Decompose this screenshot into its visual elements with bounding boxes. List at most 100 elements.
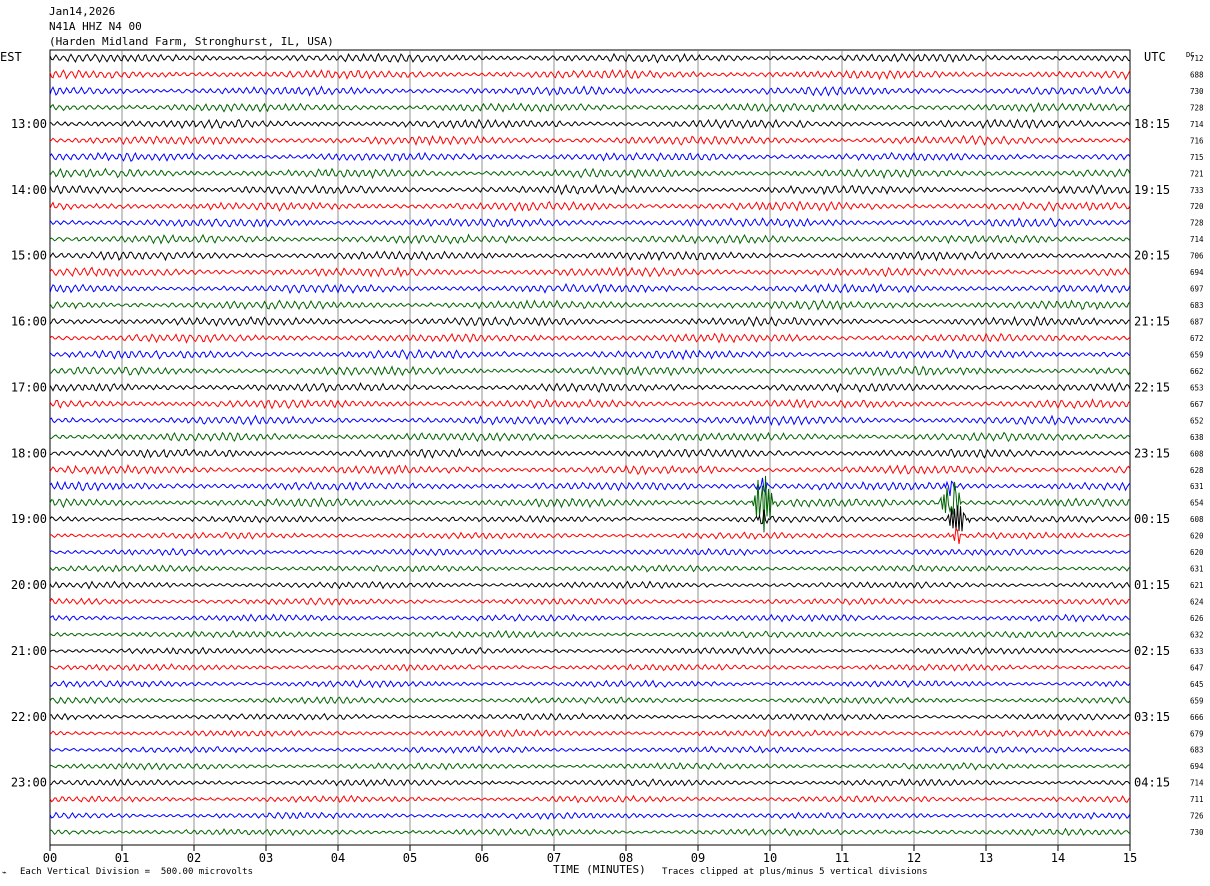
- dc-offset-label: 714: [1190, 120, 1204, 129]
- seismic-trace-red: [49, 663, 1131, 672]
- left-hour-label: 15:00: [11, 249, 47, 263]
- dc-offset-label: 659: [1190, 350, 1204, 359]
- seismic-trace-blue: [49, 151, 1131, 163]
- dc-offset-label: 714: [1190, 235, 1204, 244]
- right-hour-label: 04:15: [1134, 776, 1170, 790]
- dc-offset-label: 679: [1190, 729, 1204, 738]
- right-timezone-label: UTC: [1144, 50, 1166, 64]
- dc-offset-label: 608: [1190, 449, 1204, 458]
- dc-offset-label: 720: [1190, 202, 1204, 211]
- dc-offset-label: 712: [1190, 54, 1204, 63]
- seismic-trace-blue: [49, 282, 1131, 295]
- left-hour-label: 16:00: [11, 315, 47, 329]
- seismic-trace-black: [49, 646, 1131, 656]
- left-hour-label: 23:00: [11, 776, 47, 790]
- dc-offset-label: 711: [1190, 795, 1204, 804]
- dc-offset-label: 694: [1190, 268, 1204, 277]
- left-hour-label: 18:00: [11, 446, 47, 460]
- x-tick-label: 03: [259, 851, 273, 865]
- left-hour-label: 20:00: [11, 578, 47, 592]
- dc-offset-label: 706: [1190, 252, 1204, 261]
- seismic-trace-black: [49, 52, 1131, 64]
- dc-offset-label: 645: [1190, 680, 1204, 689]
- header-station: N41A HHZ N4 00: [49, 20, 142, 33]
- corner-icon: ⌁: [2, 868, 7, 877]
- dc-offset-label: 697: [1190, 285, 1204, 294]
- x-tick-label: 07: [547, 851, 561, 865]
- dc-offset-label: 715: [1190, 153, 1204, 162]
- seismic-trace-green: [49, 762, 1131, 771]
- seismic-trace-green: [49, 102, 1131, 113]
- seismic-trace-blue: [49, 679, 1131, 689]
- dc-offset-label: 662: [1190, 367, 1204, 376]
- dc-offset-label: 631: [1190, 565, 1204, 574]
- dc-offset-label: 647: [1190, 663, 1204, 672]
- right-hour-label: 01:15: [1134, 578, 1170, 592]
- dc-offset-label: 688: [1190, 70, 1204, 79]
- seismic-trace-black: [49, 580, 1131, 590]
- seismic-trace-red: [49, 69, 1131, 81]
- left-hour-label: 21:00: [11, 644, 47, 658]
- dc-offset-label: 730: [1190, 828, 1204, 837]
- seismic-trace-black: [49, 712, 1131, 722]
- dc-offset-label: 624: [1190, 598, 1204, 607]
- seismic-trace-blue: [49, 348, 1131, 361]
- x-tick-label: 13: [979, 851, 993, 865]
- x-tick-label: 11: [835, 851, 849, 865]
- right-hour-label: 21:15: [1134, 315, 1170, 329]
- seismic-trace-red: [49, 200, 1131, 212]
- dc-offset-label: 653: [1190, 383, 1204, 392]
- clip-note: Traces clipped at plus/minus 5 vertical …: [662, 867, 928, 877]
- dc-offset-label: 633: [1190, 647, 1204, 656]
- dc-offset-label: 659: [1190, 696, 1204, 705]
- right-hour-label: 19:15: [1134, 183, 1170, 197]
- x-tick-label: 12: [907, 851, 921, 865]
- seismic-trace-red: [49, 597, 1131, 606]
- seismic-trace-blue: [49, 217, 1131, 229]
- seismic-trace-black: [49, 778, 1131, 788]
- x-tick-label: 04: [331, 851, 345, 865]
- seismic-trace-green: [49, 629, 1131, 639]
- x-tick-label: 14: [1051, 851, 1065, 865]
- dc-offset-label: 683: [1190, 301, 1204, 310]
- seismic-trace-green: [49, 475, 1131, 533]
- dc-offset-label: 626: [1190, 614, 1204, 623]
- right-hour-label: 20:15: [1134, 249, 1170, 263]
- dc-offset-label: 608: [1190, 515, 1204, 524]
- dc-offset-label: 683: [1190, 746, 1204, 755]
- x-tick-label: 06: [475, 851, 489, 865]
- seismic-trace-red: [49, 397, 1131, 410]
- header-location: (Harden Midland Farm, Stronghurst, IL, U…: [49, 35, 334, 48]
- seismic-trace-red: [49, 463, 1131, 476]
- dc-offset-label: 638: [1190, 433, 1204, 442]
- seismic-trace-blue: [49, 613, 1131, 623]
- seismic-trace-black: [49, 381, 1131, 394]
- plot-frame: [49, 49, 1131, 846]
- x-tick-label: 10: [763, 851, 777, 865]
- left-hour-label: 14:00: [11, 183, 47, 197]
- seismic-trace-black: [49, 315, 1130, 328]
- seismic-trace-red: [49, 728, 1131, 738]
- x-axis-title: TIME (MINUTES): [553, 863, 646, 876]
- left-hour-label: 13:00: [11, 117, 47, 131]
- dc-offset-label: 716: [1190, 136, 1204, 145]
- x-tick-label: 15: [1123, 851, 1137, 865]
- seismic-trace-red: [49, 266, 1131, 278]
- left-timezone-label: EST: [0, 50, 22, 64]
- right-hour-label: 23:15: [1134, 446, 1170, 460]
- dc-label: DC: [1186, 51, 1194, 59]
- seismic-trace-blue: [49, 477, 1131, 497]
- dc-offset-label: 687: [1190, 318, 1204, 327]
- dc-offset-label: 694: [1190, 762, 1204, 771]
- seismic-trace-green: [49, 696, 1131, 705]
- right-hour-label: 00:15: [1134, 512, 1170, 526]
- seismic-trace-black: [49, 118, 1131, 130]
- x-tick-label: 02: [187, 851, 201, 865]
- dc-offset-label: 726: [1190, 812, 1204, 821]
- dc-offset-label: 666: [1190, 713, 1204, 722]
- dc-offset-label: 654: [1190, 499, 1204, 508]
- seismic-trace-red: [49, 134, 1131, 147]
- seismic-trace-black: [49, 505, 1131, 532]
- x-tick-label: 05: [403, 851, 417, 865]
